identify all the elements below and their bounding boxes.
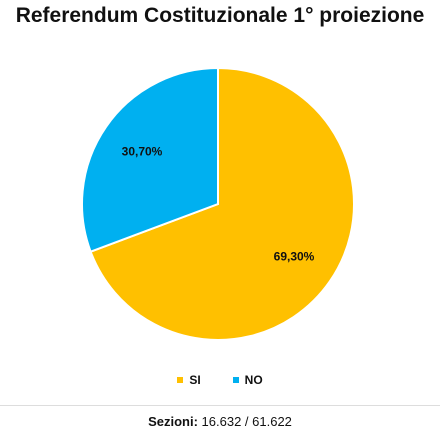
sections-footer: Sezioni: 16.632 / 61.622 bbox=[0, 414, 440, 429]
legend-swatch-no bbox=[232, 377, 239, 383]
pie-slice-no bbox=[81, 66, 219, 253]
legend-label-no: NO bbox=[244, 373, 263, 387]
legend-item-si[interactable]: SI bbox=[177, 373, 201, 387]
legend-label-si: SI bbox=[189, 373, 201, 387]
chart-legend: SI NO bbox=[0, 373, 440, 387]
footer-divider bbox=[0, 405, 440, 406]
sections-value: 16.632 / 61.622 bbox=[201, 414, 292, 429]
chart-title: Referendum Costituzionale 1° proiezione bbox=[15, 4, 425, 27]
legend-swatch-si bbox=[177, 377, 184, 383]
pie-slice-si bbox=[89, 66, 355, 341]
sections-label: Sezioni: bbox=[148, 414, 198, 429]
pie-chart: 69,30% 30,70% bbox=[81, 66, 355, 341]
legend-item-no[interactable]: NO bbox=[232, 373, 263, 387]
slice-label-no: 30,70% bbox=[122, 144, 163, 158]
slice-label-si: 69,30% bbox=[274, 250, 315, 264]
